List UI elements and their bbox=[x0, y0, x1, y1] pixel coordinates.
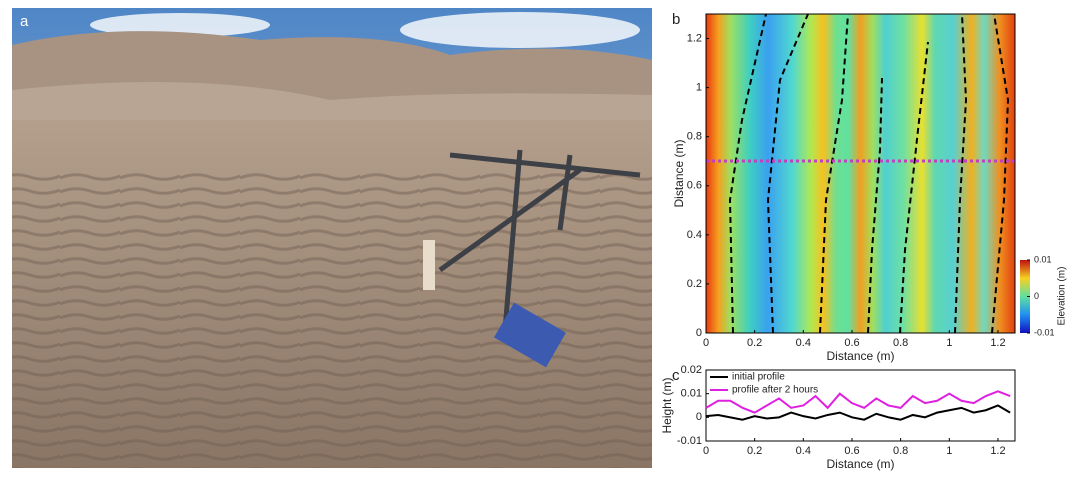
colorbar-label: Elevation (m) bbox=[1057, 267, 1068, 326]
line bbox=[706, 406, 1010, 420]
y-tick-label: 0.4 bbox=[687, 229, 702, 241]
x-tick-label: 0.6 bbox=[844, 445, 859, 457]
x-tick-label: 0.4 bbox=[796, 445, 811, 457]
x-axis-label: Distance (m) bbox=[826, 349, 894, 363]
y-tick-label: -0.01 bbox=[677, 435, 702, 447]
y-tick-label: 0.6 bbox=[687, 180, 702, 192]
x-tick-label: 0.2 bbox=[747, 337, 762, 349]
x-tick-label: 0 bbox=[703, 337, 709, 349]
x-tick-label: 1 bbox=[946, 445, 952, 457]
colorbar-tick-label: 0.01 bbox=[1034, 254, 1052, 264]
y-tick-label: 0.01 bbox=[681, 388, 702, 400]
panel-label: a bbox=[20, 13, 29, 30]
figure: a b 0 0.2 0.4 0.6 0.8 1 1.2 0 0.2 0.4 0.6 0.8 1 1.2 Dis… bbox=[0, 0, 1078, 478]
colorbar-tick-label: -0.01 bbox=[1034, 327, 1055, 337]
y-tick-label: 1.2 bbox=[687, 32, 702, 44]
x-tick-label: 1.2 bbox=[990, 337, 1005, 349]
x-tick-label: 0.8 bbox=[893, 337, 908, 349]
x-tick-label: 0.8 bbox=[893, 445, 908, 457]
legend-label: profile after 2 hours bbox=[732, 385, 818, 396]
x-tick-label: 0.4 bbox=[796, 337, 811, 349]
y-tick-label: 0 bbox=[696, 411, 702, 423]
colorbar-tick-label: 0 bbox=[1034, 291, 1039, 301]
x-tick-label: 1.2 bbox=[990, 445, 1005, 457]
x-tick-label: 1 bbox=[946, 337, 952, 349]
panel-label: b bbox=[672, 11, 680, 28]
photo: a bbox=[12, 8, 652, 468]
heatmap-decor bbox=[706, 14, 1030, 333]
x-tick-label: 0.2 bbox=[747, 445, 762, 457]
x-tick-label: 0.6 bbox=[844, 337, 859, 349]
y-tick-label: 0.02 bbox=[681, 364, 702, 376]
y-tick-label: 0 bbox=[696, 327, 702, 339]
legend-label: initial profile bbox=[732, 372, 785, 383]
x-axis-label: Distance (m) bbox=[826, 457, 894, 471]
y-tick-label: 0.8 bbox=[687, 131, 702, 143]
y-tick-label: 0.2 bbox=[687, 278, 702, 290]
y-axis-label: Distance (m) bbox=[672, 139, 686, 207]
y-axis-label: Height (m) bbox=[660, 377, 674, 433]
x-tick-label: 0 bbox=[703, 445, 709, 457]
y-tick-label: 1 bbox=[696, 82, 702, 94]
